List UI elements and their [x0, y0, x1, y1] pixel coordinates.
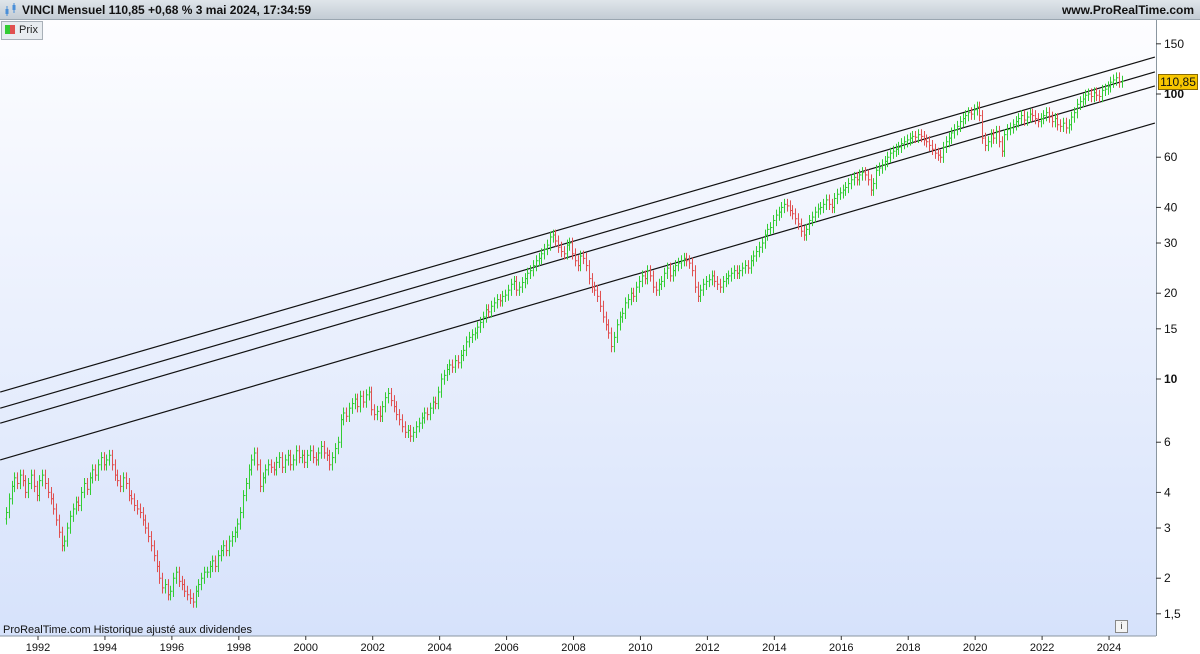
x-tick-label: 1998 [227, 642, 251, 654]
x-tick-label: 2024 [1097, 642, 1121, 654]
y-tick-label: 30 [1164, 236, 1178, 250]
trend-line [0, 56, 1156, 393]
plot-area[interactable] [0, 20, 1157, 636]
x-tick-label: 2008 [561, 642, 585, 654]
x-tick-label: 2022 [1030, 642, 1054, 654]
y-tick-label: 100 [1164, 87, 1184, 101]
y-tick-label: 2 [1164, 571, 1171, 585]
x-tick-label: 2000 [294, 642, 318, 654]
chart-header: VINCI Mensuel 110,85 +0,68 % 3 mai 2024,… [0, 0, 1200, 20]
x-tick-label: 2004 [427, 642, 451, 654]
legend-prix[interactable]: Prix [1, 21, 43, 40]
y-tick-label: 40 [1164, 200, 1178, 214]
x-tick-label: 1994 [93, 642, 117, 654]
y-tick-label: 3 [1164, 521, 1171, 535]
y-tick-label: 4 [1164, 485, 1171, 499]
y-tick-label: 1,5 [1164, 607, 1181, 621]
down-swatch [10, 25, 15, 34]
x-tick-label: 2020 [963, 642, 987, 654]
last-price-label: 110,85 [1158, 74, 1198, 90]
site-link[interactable]: www.ProRealTime.com [1061, 3, 1194, 17]
y-tick-label: 6 [1164, 435, 1171, 449]
footer-note: ProRealTime.com Historique ajusté aux di… [3, 624, 253, 636]
x-tick-label: 2010 [628, 642, 652, 654]
y-tick-label: 60 [1164, 150, 1178, 164]
trend-line [0, 122, 1156, 461]
y-tick-label: 20 [1164, 286, 1178, 300]
trend-line [0, 85, 1156, 424]
x-tick-label: 1996 [160, 642, 184, 654]
candlestick-icon [5, 3, 16, 16]
x-tick-label: 2014 [762, 642, 786, 654]
y-tick-label: 10 [1164, 372, 1178, 386]
x-tick-label: 2012 [695, 642, 719, 654]
x-tick-label: 2006 [494, 642, 518, 654]
info-icon[interactable]: i [1115, 620, 1128, 633]
up-swatch [5, 25, 10, 34]
y-tick-label: 15 [1164, 322, 1178, 336]
y-tick-label: 150 [1164, 37, 1184, 51]
x-tick-label: 2018 [896, 642, 920, 654]
x-tick-label: 1992 [26, 642, 50, 654]
legend-label: Prix [19, 24, 38, 36]
trend-line [0, 71, 1156, 409]
x-tick-label: 2002 [360, 642, 384, 654]
instrument-title: VINCI Mensuel 110,85 +0,68 % 3 mai 2024,… [22, 3, 312, 17]
x-tick-label: 2016 [829, 642, 853, 654]
